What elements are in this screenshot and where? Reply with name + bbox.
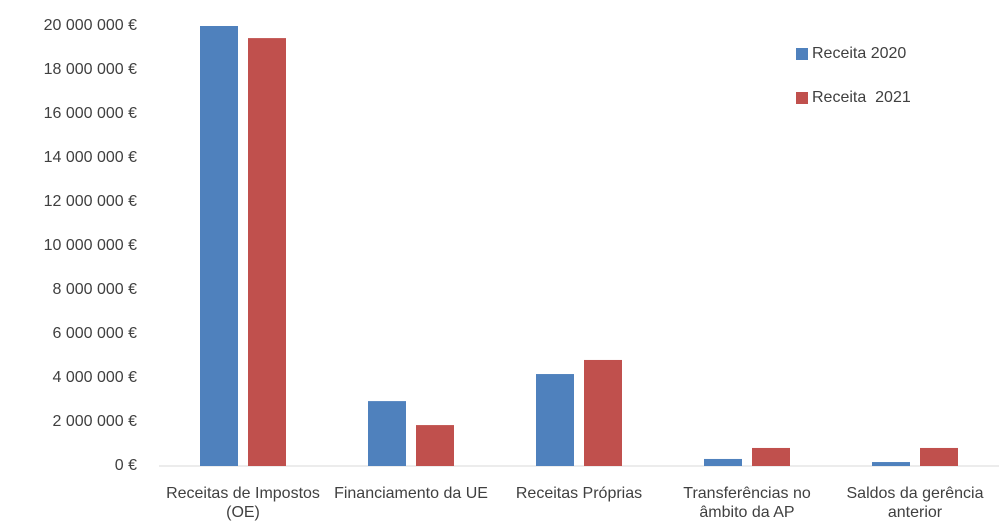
y-tick-label: 18 000 000 € xyxy=(44,61,138,78)
y-tick-label: 12 000 000 € xyxy=(44,193,138,210)
y-tick-label: 16 000 000 € xyxy=(44,105,138,122)
bar xyxy=(368,401,406,466)
bar xyxy=(200,26,238,466)
bar xyxy=(704,458,742,466)
y-tick-label: 0 € xyxy=(115,457,137,474)
bar xyxy=(416,425,454,466)
y-tick-label: 2 000 000 € xyxy=(52,413,137,430)
x-tick-label: Financiamento da UE xyxy=(334,485,488,502)
legend-label: Receita 2020 xyxy=(812,45,906,62)
x-tick-label: Transferências no âmbito da AP xyxy=(683,485,811,521)
bar xyxy=(536,374,574,466)
y-tick-label: 4 000 000 € xyxy=(52,369,137,386)
y-tick-label: 10 000 000 € xyxy=(44,237,138,254)
bar xyxy=(872,462,910,466)
x-tick-label: Saldos da gerência anterior xyxy=(846,485,984,521)
y-tick-label: 6 000 000 € xyxy=(52,325,137,342)
x-tick-label: Receitas Próprias xyxy=(515,485,643,502)
legend-swatch xyxy=(796,48,808,60)
y-tick-label: 8 000 000 € xyxy=(52,281,137,298)
y-tick-label: 14 000 000 € xyxy=(44,149,138,166)
bar xyxy=(920,447,958,466)
bar xyxy=(248,38,286,466)
bar xyxy=(584,359,622,466)
bar xyxy=(752,447,790,466)
legend-swatch xyxy=(796,92,808,104)
legend-label: Receita 2021 xyxy=(812,89,911,106)
y-tick-label: 20 000 000 € xyxy=(44,17,138,34)
x-tick-label: Receitas de Impostos (OE) xyxy=(166,485,320,521)
